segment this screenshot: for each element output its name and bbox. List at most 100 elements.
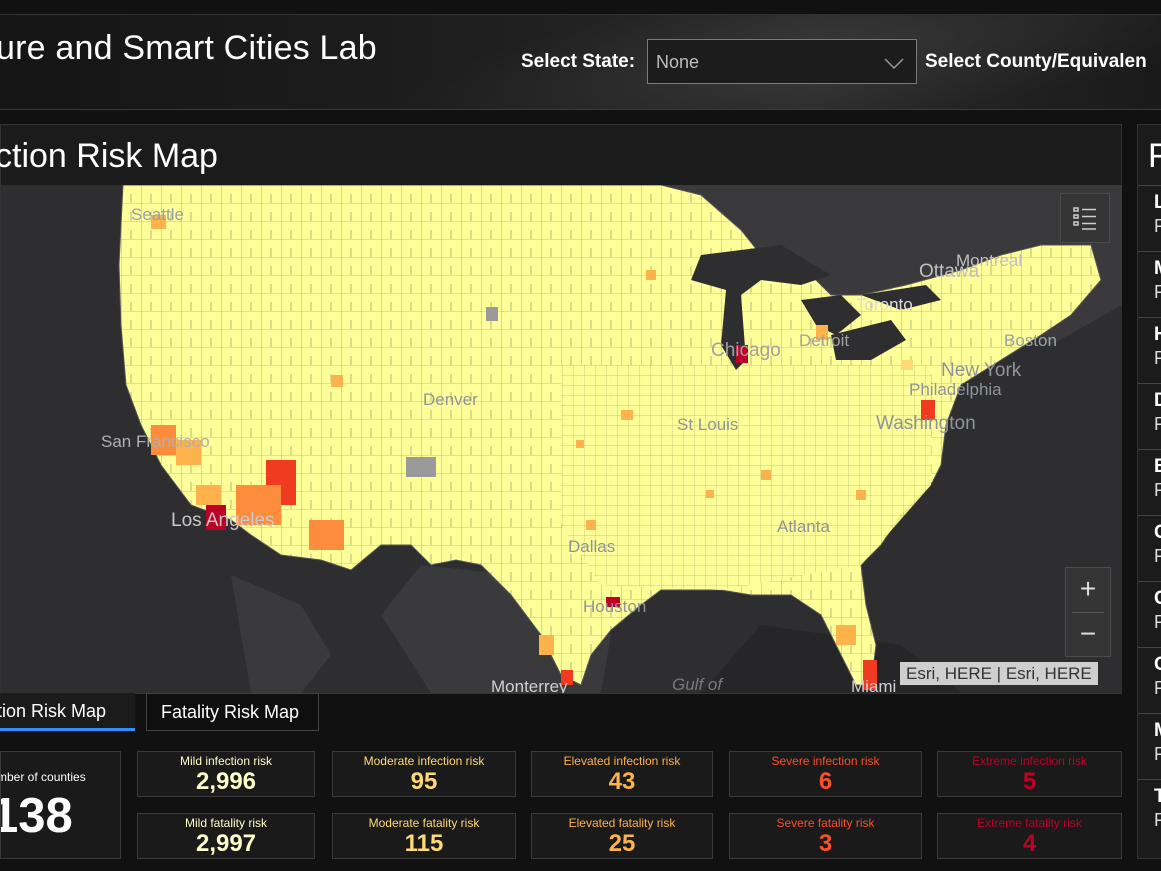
map-label-boston: Boston [1004, 331, 1057, 350]
us-county-map [118, 185, 1122, 693]
moderate-infection-label: Moderate infection risk [363, 754, 485, 768]
app-title: ure and Smart Cities Lab [0, 29, 377, 67]
risk-map-panel: ction Risk Map [0, 124, 1122, 694]
map-label-monterrey: Monterrey [491, 677, 568, 693]
side-list-item[interactable]: HF [1138, 317, 1161, 383]
map-label-washington: Washington [876, 413, 976, 434]
side-list-item[interactable]: EF [1138, 449, 1161, 515]
side-item-name: M [1154, 258, 1161, 280]
legend-button[interactable] [1060, 193, 1110, 243]
moderate-infection-value: 95 [410, 768, 438, 795]
side-list-item[interactable]: CF [1138, 515, 1161, 581]
severe-infection-value: 6 [818, 768, 833, 795]
side-list-item[interactable]: CF [1138, 647, 1161, 713]
chevron-down-icon [884, 58, 904, 69]
moderate-infection-card: Moderate infection risk 95 [332, 751, 516, 797]
mild-fatality-value: 2,997 [195, 830, 257, 857]
side-list-item[interactable]: MF [1138, 713, 1161, 779]
map-label-dallas: Dallas [568, 537, 616, 556]
side-item-name: C [1154, 654, 1161, 676]
moderate-fatality-card: Moderate fatality risk 115 [332, 813, 516, 859]
severe-infection-label: Severe infection risk [771, 754, 880, 768]
side-item-detail: F [1154, 810, 1161, 831]
side-list-item[interactable]: TF [1138, 779, 1161, 845]
map-label-miami: Miami [851, 677, 897, 693]
side-list-item[interactable]: CF [1138, 581, 1161, 647]
side-item-detail: F [1154, 546, 1161, 567]
moderate-fatality-label: Moderate fatality risk [368, 816, 480, 830]
elevated-fatality-card: Elevated fatality risk 25 [531, 813, 713, 859]
side-item-name: C [1154, 588, 1161, 610]
state-select-value: None [656, 52, 700, 72]
extreme-fatality-label: Extreme fatality risk [977, 816, 1082, 830]
side-item-name: M [1154, 720, 1161, 742]
extreme-fatality-card: Extreme fatality risk 4 [937, 813, 1122, 859]
elevated-infection-card: Elevated infection risk 43 [531, 751, 713, 797]
side-panel-title: F [1148, 137, 1161, 176]
side-item-detail: F [1154, 744, 1161, 765]
elevated-infection-label: Elevated infection risk [563, 754, 681, 768]
side-item-detail: F [1154, 480, 1161, 501]
map-label-ottawa: Ottawa [919, 261, 980, 282]
side-item-name: H [1154, 324, 1161, 346]
map-label-detroit: Detroit [799, 331, 850, 350]
map-attribution[interactable]: Esri, HERE | Esri, HERE [900, 662, 1098, 685]
map-label-san-francisco: San Francisco [101, 432, 210, 451]
risk-map[interactable]: Seattle Ottawa Montreal Toronto Chicago … [1, 185, 1122, 693]
side-item-name: D [1154, 390, 1161, 412]
elevated-infection-value: 43 [608, 768, 636, 795]
map-title: ction Risk Map [0, 137, 218, 175]
elevated-fatality-value: 25 [608, 830, 636, 857]
side-item-detail: F [1154, 216, 1161, 237]
zoom-out-button[interactable]: − [1079, 618, 1097, 649]
county-count-label: mber of counties [0, 770, 86, 784]
map-label-houston: Houston [583, 597, 647, 616]
state-select[interactable]: None [647, 39, 917, 84]
legend-list-icon [1073, 207, 1096, 230]
side-list-item[interactable]: MF [1138, 251, 1161, 317]
side-item-name: T [1154, 786, 1161, 808]
zoom-control: + − [1065, 567, 1111, 657]
map-label-new-york: New York [941, 360, 1022, 381]
side-item-detail: F [1154, 414, 1161, 435]
side-item-detail: F [1154, 282, 1161, 303]
app-header: ure and Smart Cities Lab Select State: N… [0, 14, 1161, 110]
severe-fatality-label: Severe fatality risk [776, 816, 875, 830]
mild-fatality-card: Mild fatality risk 2,997 [137, 813, 315, 859]
extreme-infection-value: 5 [1022, 768, 1037, 795]
mild-fatality-label: Mild fatality risk [184, 816, 267, 830]
side-item-name: E [1154, 456, 1161, 478]
map-label-gulf-of: Gulf of [672, 675, 723, 693]
map-label-chicago: Chicago [711, 340, 781, 361]
moderate-fatality-value: 115 [404, 830, 444, 857]
mild-infection-card: Mild infection risk 2,996 [137, 751, 315, 797]
zoom-divider [1072, 612, 1104, 613]
severe-fatality-card: Severe fatality risk 3 [729, 813, 922, 859]
zoom-in-button[interactable]: + [1079, 573, 1097, 604]
side-item-detail: F [1154, 612, 1161, 633]
map-label-montreal: Montreal [956, 251, 1023, 270]
map-label-toronto: Toronto [856, 295, 913, 314]
extreme-infection-card: Extreme infection risk 5 [937, 751, 1122, 797]
side-item-name: C [1154, 522, 1161, 544]
map-label-atlanta: Atlanta [777, 517, 830, 536]
side-list-item[interactable]: DF [1138, 383, 1161, 449]
side-item-detail: F [1154, 678, 1161, 699]
mild-infection-value: 2,996 [195, 768, 257, 795]
map-label-los-angeles: Los Angeles [171, 510, 275, 531]
mild-infection-label: Mild infection risk [179, 754, 273, 768]
extreme-infection-label: Extreme infection risk [972, 754, 1087, 768]
map-label-denver: Denver [423, 390, 478, 409]
side-list-item[interactable]: LF [1138, 185, 1161, 251]
severe-fatality-value: 3 [818, 830, 833, 857]
county-select-label: Select County/Equivalen [925, 51, 1147, 72]
tab-fatality-risk-map[interactable]: Fatality Risk Map [146, 693, 319, 731]
county-count-value: 138 [1, 789, 73, 843]
state-select-label: Select State: [521, 51, 636, 72]
map-label-seattle: Seattle [131, 205, 184, 224]
map-label-philadelphia: Philadelphia [909, 380, 1002, 399]
side-list-panel: F LF MF HF DF EF CF CF CF MF TF [1137, 124, 1161, 859]
tab-infection-risk-map[interactable]: ction Risk Map [0, 693, 135, 731]
map-label-st-louis: St Louis [677, 415, 739, 434]
extreme-fatality-value: 4 [1022, 830, 1037, 857]
